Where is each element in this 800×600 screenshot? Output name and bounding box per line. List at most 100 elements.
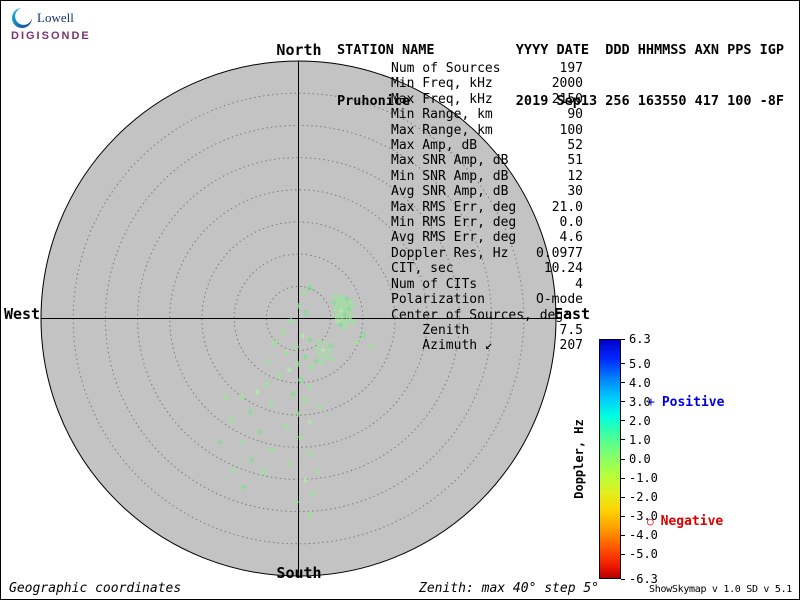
tick-mark [621, 553, 625, 555]
source-point [338, 294, 344, 300]
source-point [341, 319, 347, 325]
source-point [368, 344, 374, 350]
source-point [333, 314, 339, 320]
info-row: Center of Sources, deg: [391, 308, 583, 323]
info-label: Avg SNR Amp, dB [391, 184, 509, 200]
info-label: Doppler Res, Hz [391, 245, 509, 261]
tick-mark [621, 578, 625, 580]
source-point [307, 419, 313, 425]
source-point [295, 411, 301, 417]
info-row: Max Amp, dB 52 [391, 138, 583, 153]
source-point [307, 511, 313, 517]
source-point [319, 360, 325, 366]
tick-mark [621, 420, 625, 422]
version-note: ShowSkymap v 1.0 SD v 5.1 [649, 584, 793, 595]
logo-lowell-text: Lowell [37, 10, 74, 25]
tick-label: -4.0 [629, 528, 658, 543]
source-point [272, 340, 278, 346]
colorbar-tick: -3.0 [621, 509, 658, 523]
info-row: Max Range, km 100 [391, 123, 583, 138]
compass-west-label: West [4, 305, 40, 323]
info-row: Min RMS Err, deg 0.0 [391, 215, 583, 230]
info-label: Num of Sources [391, 61, 501, 76]
station-header: STATION NAME YYYY DATE DDD HHMMSS AXN PP… [337, 8, 784, 144]
info-value: O-mode [536, 292, 583, 308]
source-point [307, 337, 313, 343]
colorbar-tick: 0.0 [621, 452, 651, 466]
source-point [286, 461, 292, 467]
info-value: 52 [567, 138, 583, 154]
tick-mark [621, 382, 625, 384]
tick-label: -2.0 [629, 490, 658, 505]
source-point [294, 499, 300, 505]
source-point [302, 477, 308, 483]
tick-mark [621, 534, 625, 536]
crosshair [41, 61, 556, 576]
source-point [343, 324, 349, 330]
source-point [343, 302, 349, 308]
info-label: Num of CITs [391, 276, 478, 292]
legend-positive-label: Positive [661, 395, 725, 410]
station-header-labels: STATION NAME YYYY DATE DDD HHMMSS AXN PP… [337, 42, 785, 58]
source-point [323, 354, 329, 360]
info-value: 2000 [551, 76, 583, 92]
doppler-axis-label: Doppler, Hz [572, 419, 586, 499]
colorbar-tick: 3.0 [621, 395, 651, 409]
source-point [337, 301, 343, 307]
tick-label: -1.0 [629, 471, 658, 486]
info-value: 207 [559, 338, 583, 354]
source-point [315, 469, 321, 475]
source-point [354, 339, 360, 345]
info-row: Max SNR Amp, dB 51 [391, 153, 583, 168]
info-label: Avg RMS Err, deg [391, 230, 517, 246]
source-point [335, 297, 341, 303]
source-point [336, 311, 342, 317]
info-row: Avg SNR Amp, dB 30 [391, 184, 583, 199]
source-point [239, 394, 245, 400]
source-point [332, 293, 338, 299]
source-point [261, 469, 267, 475]
tick-mark [621, 363, 625, 365]
plus-marker-icon: + [647, 395, 655, 410]
info-label: Center of Sources, deg: [391, 307, 572, 323]
source-point [307, 451, 313, 457]
source-point [332, 307, 338, 313]
colorbar-tick: -4.0 [621, 528, 658, 542]
source-point [293, 344, 299, 350]
info-label: Min SNR Amp, dB [391, 168, 509, 184]
colorbar-tick: -5.0 [621, 547, 658, 561]
info-value: 90 [567, 107, 583, 123]
tick-mark [621, 458, 625, 460]
info-label: Max RMS Err, deg [391, 199, 517, 215]
tick-mark [621, 477, 625, 479]
compass-east-label: East [554, 305, 590, 323]
colorbar-tick: -2.0 [621, 490, 658, 504]
source-point [269, 447, 275, 453]
source-point [295, 361, 301, 367]
info-label: Zenith [391, 322, 470, 338]
source-point [280, 329, 286, 335]
source-point [345, 317, 351, 323]
source-point [302, 354, 308, 360]
info-row: Min Range, km 90 [391, 107, 583, 122]
info-value: 51 [567, 153, 583, 169]
source-point [288, 318, 294, 324]
colorbar-tick: 2.0 [621, 414, 651, 428]
colorbar-tick: 1.0 [621, 433, 651, 447]
source-point [229, 417, 235, 423]
source-point [257, 429, 263, 435]
info-label: Max SNR Amp, dB [391, 153, 509, 169]
source-point [303, 310, 309, 316]
tick-label: 1.0 [629, 432, 651, 447]
source-point [320, 347, 326, 353]
info-value: 21.0 [551, 199, 583, 215]
info-row: Min Freq, kHz 2000 [391, 76, 583, 91]
source-point [317, 352, 323, 358]
info-row: Max RMS Err, deg 21.0 [391, 200, 583, 215]
info-label: Max Amp, dB [391, 138, 478, 154]
logo-digisonde-text: DIGISONDE [11, 30, 91, 42]
info-value: 7.5 [559, 322, 583, 338]
info-row: CIT, sec 10.24 [391, 261, 583, 276]
info-row: Num of CITs 4 [391, 277, 583, 292]
legend-negative: ○ Negative [647, 514, 723, 529]
